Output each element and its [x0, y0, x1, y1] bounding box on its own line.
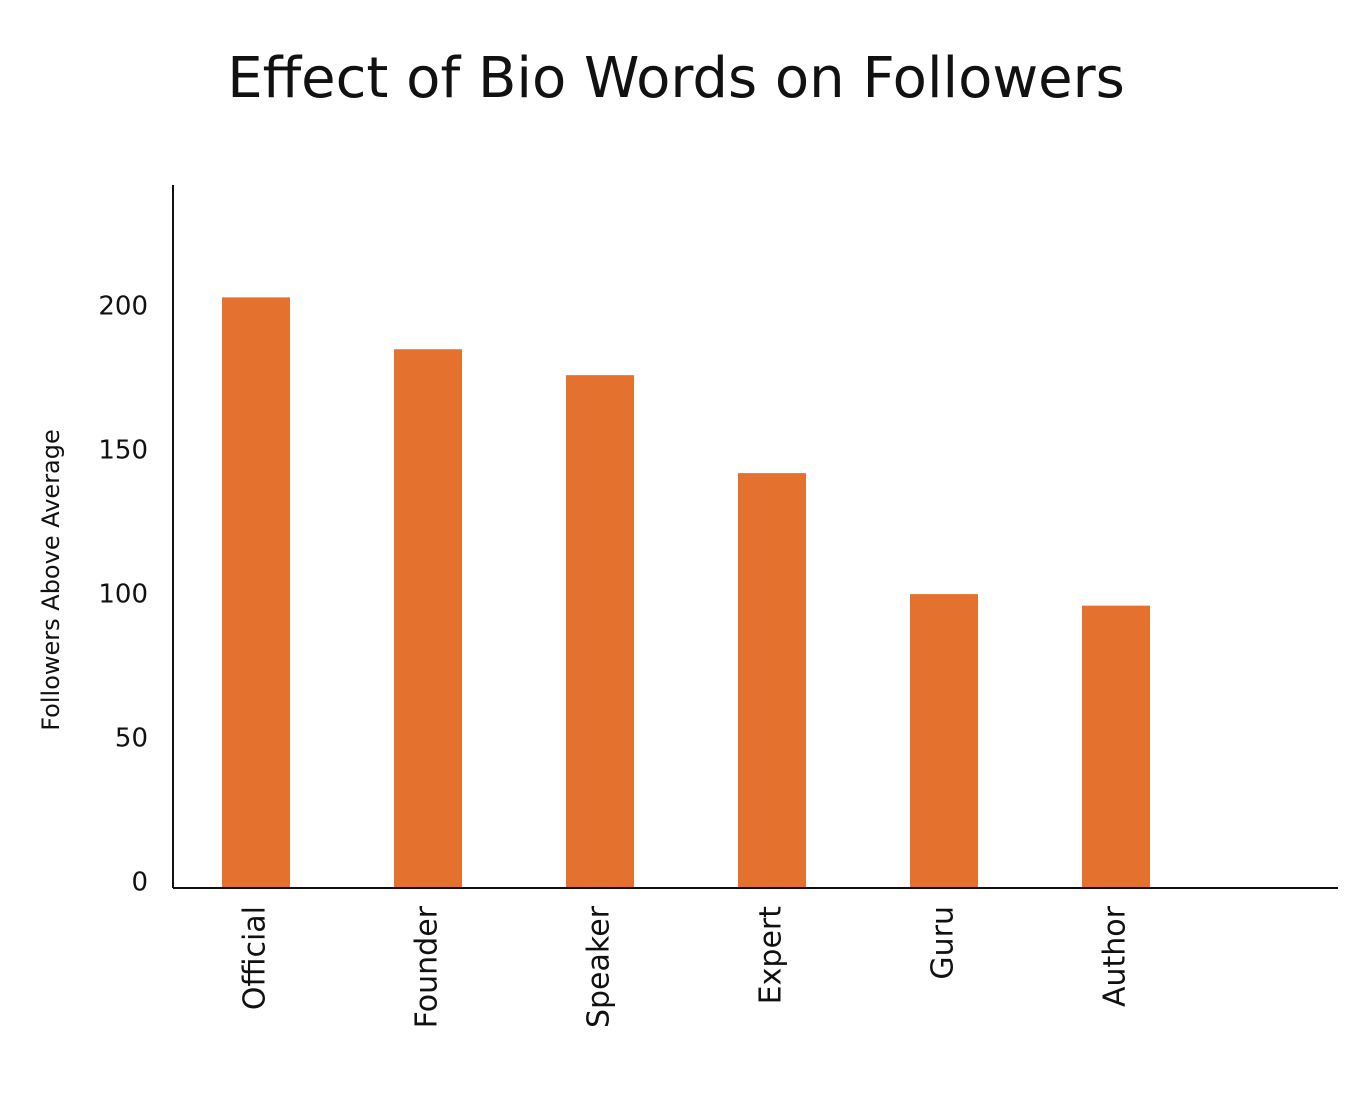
bar — [1082, 605, 1150, 888]
bar — [910, 594, 978, 888]
x-tick-label: Speaker — [582, 905, 617, 1028]
x-tick-label: Author — [1098, 905, 1133, 1007]
x-tick-label: Expert — [754, 906, 789, 1005]
bar — [738, 473, 806, 888]
y-tick-label: 50 — [115, 723, 148, 753]
x-tick-label: Guru — [926, 906, 961, 980]
y-tick-label: 100 — [98, 579, 148, 609]
bar — [566, 375, 634, 888]
y-axis-label: Followers Above Average — [37, 429, 65, 731]
chart-title: Effect of Bio Words on Followers — [227, 46, 1125, 111]
y-tick-label: 150 — [98, 435, 148, 465]
y-tick-label: 0 — [131, 868, 148, 898]
y-tick-label: 200 — [98, 291, 148, 321]
bar — [394, 349, 462, 888]
bar — [222, 297, 290, 888]
x-tick-label: Founder — [410, 905, 445, 1028]
x-tick-label: Official — [238, 906, 273, 1010]
